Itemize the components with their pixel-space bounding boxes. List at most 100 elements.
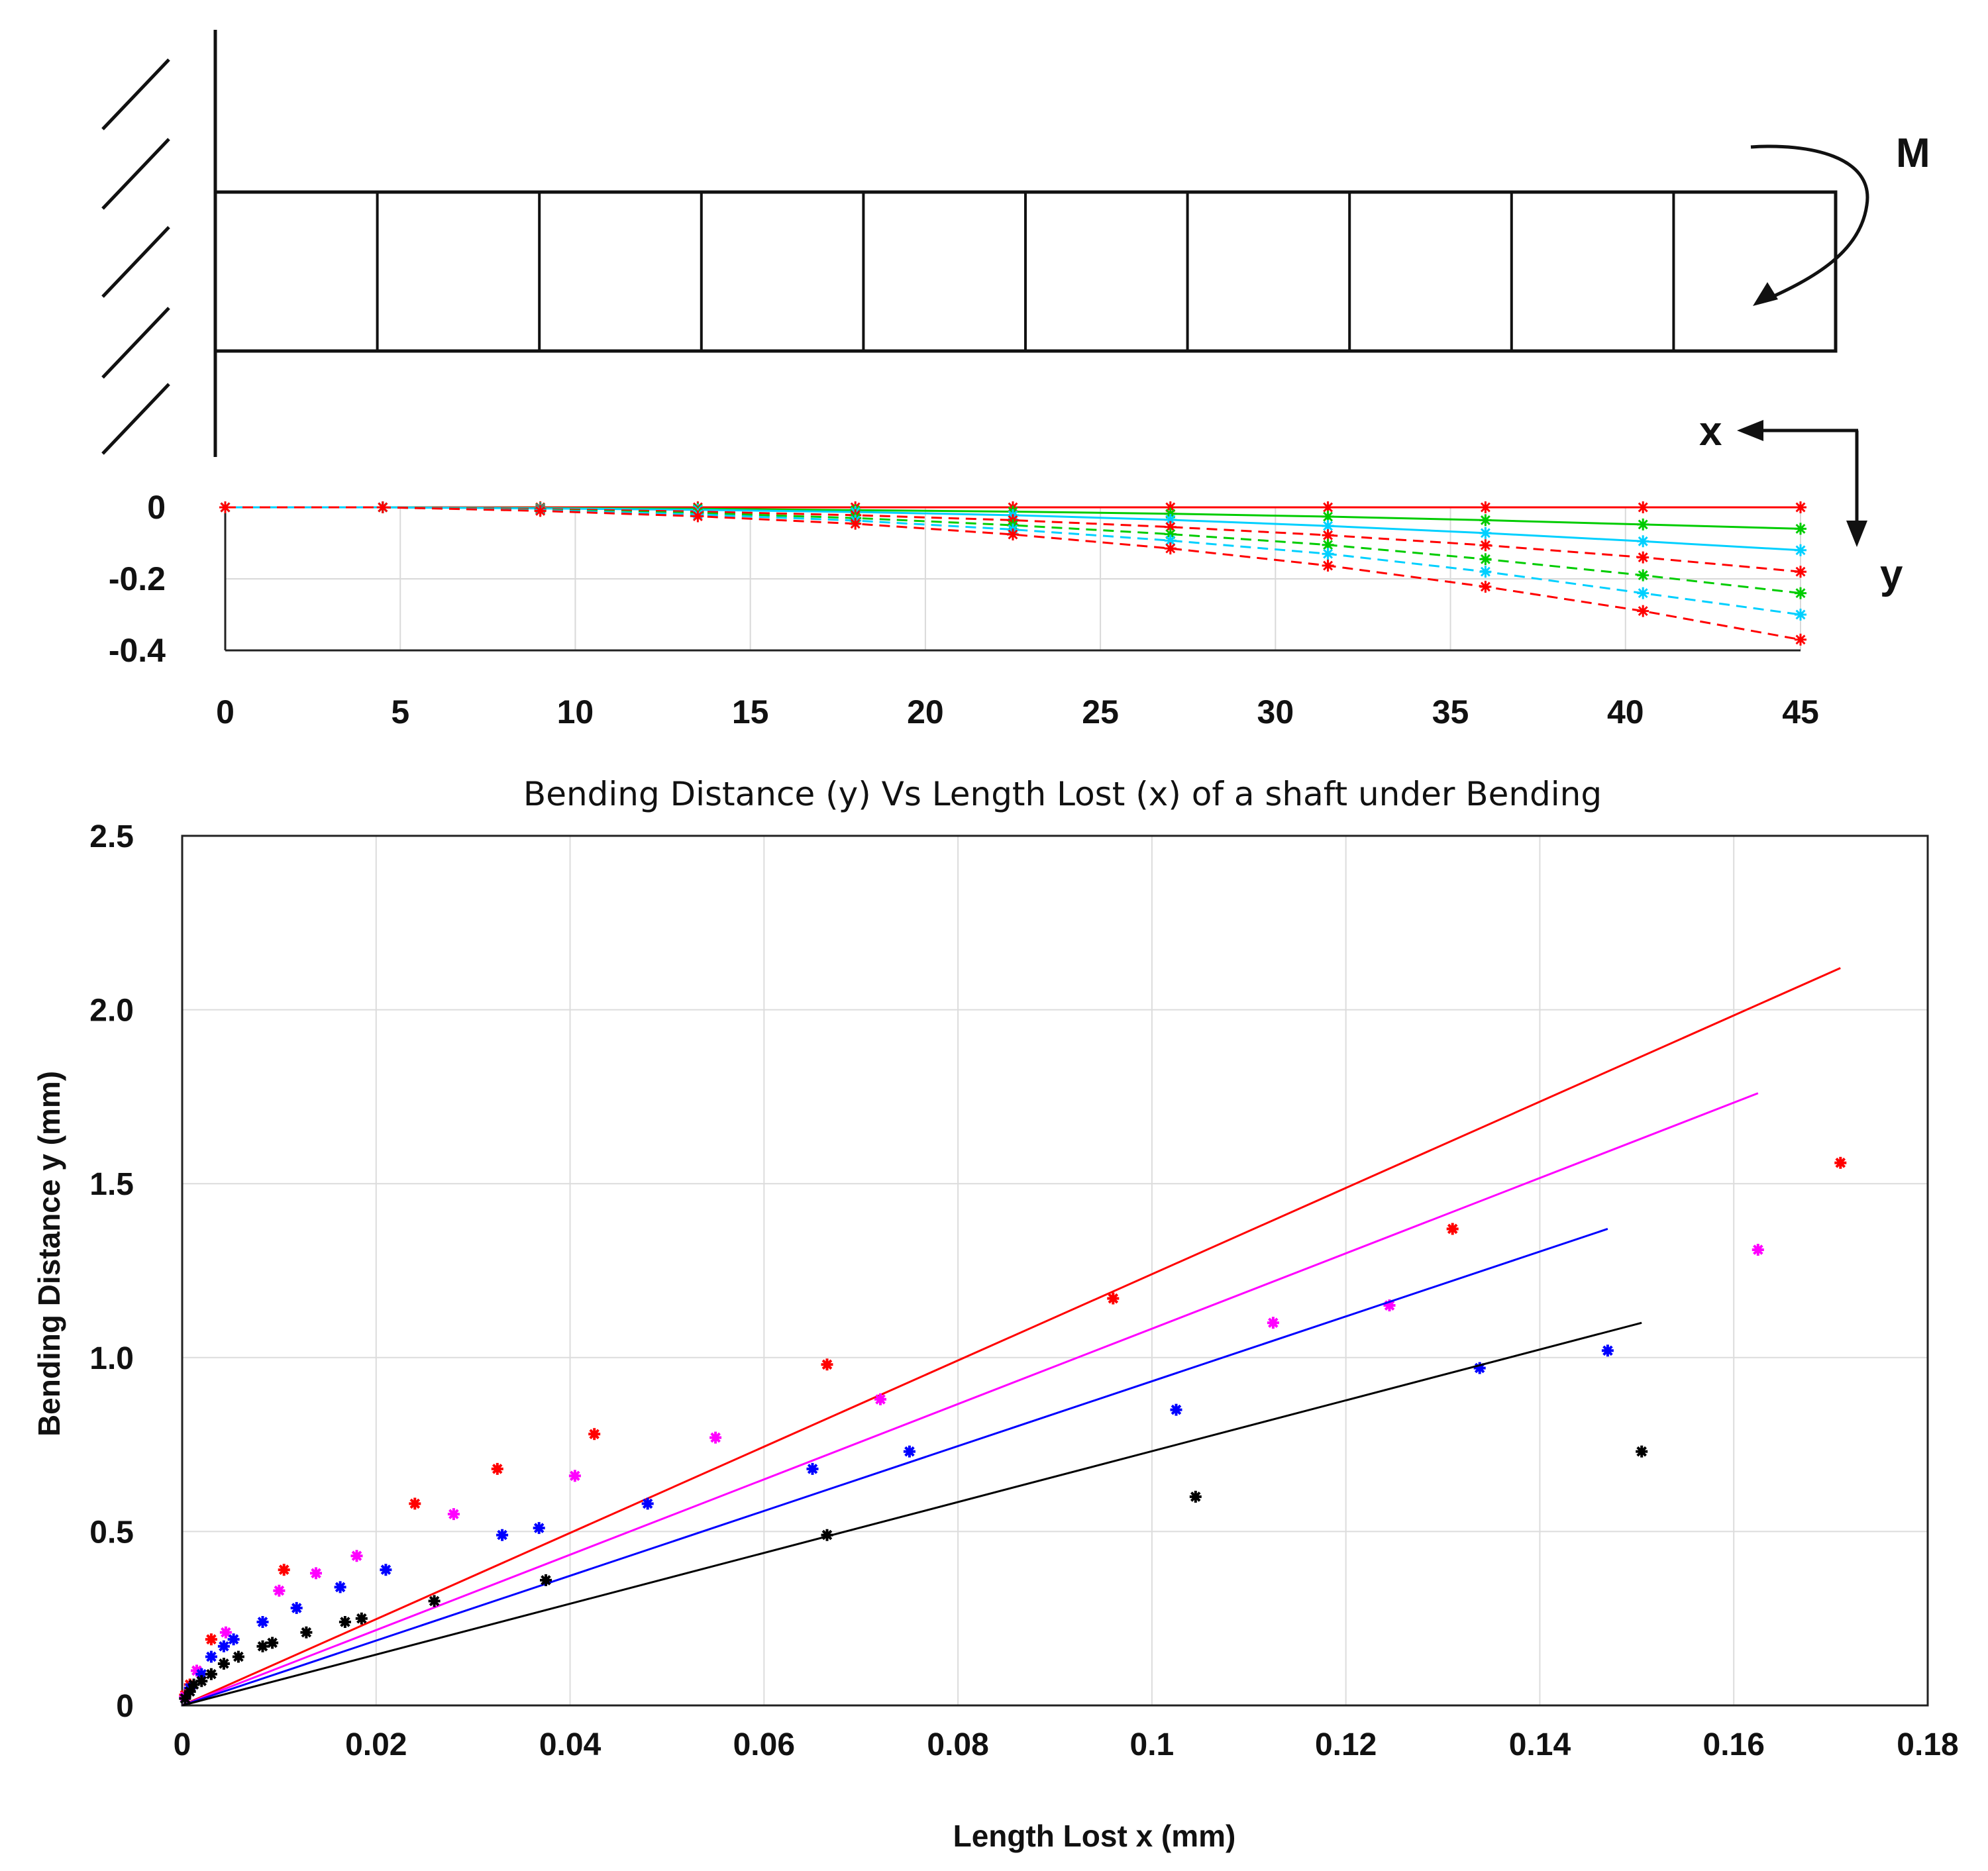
x-tick-label: 30 [1257, 693, 1294, 731]
data-point [232, 1650, 244, 1663]
deflection-marker [1479, 539, 1492, 552]
data-point [568, 1470, 581, 1482]
x-axis-arrowhead [1737, 420, 1763, 441]
deflection-marker [1479, 527, 1492, 539]
data-point [355, 1612, 368, 1625]
data-point [256, 1640, 269, 1652]
deflection-marker [1164, 534, 1177, 547]
x-tick-label: 0 [216, 693, 235, 731]
data-point [903, 1445, 916, 1458]
data-point [290, 1601, 303, 1614]
y-tick-label: 2.0 [89, 993, 134, 1029]
fit-line [182, 967, 1841, 1707]
deflection-marker [376, 501, 389, 513]
data-point [496, 1529, 509, 1541]
data-point [380, 1564, 392, 1576]
deflection-marker [1637, 587, 1649, 599]
data-point [540, 1574, 552, 1586]
x-axis-title: Length Lost x (mm) [953, 1819, 1236, 1853]
data-point [1107, 1292, 1120, 1305]
deflection-marker [1479, 553, 1492, 566]
y-axis-title: Bending Distance y (mm) [32, 1071, 66, 1437]
deflection-marker [1637, 569, 1649, 582]
data-point [821, 1529, 833, 1541]
data-point [1446, 1223, 1459, 1235]
deflection-marker [692, 510, 704, 523]
data-point [1170, 1403, 1182, 1416]
x-tick-label: 35 [1432, 693, 1469, 731]
data-point [447, 1508, 460, 1521]
data-point [310, 1567, 322, 1580]
deflection-marker [1795, 501, 1806, 513]
data-point [266, 1637, 279, 1649]
x-tick-label: 20 [907, 693, 944, 731]
deflection-marker [1795, 544, 1806, 556]
x-tick-label: 40 [1607, 693, 1644, 731]
x-tick-label: 25 [1082, 693, 1119, 731]
data-point [1383, 1299, 1396, 1311]
data-point [709, 1431, 722, 1444]
data-point [205, 1668, 217, 1680]
deflection-marker [1322, 538, 1334, 551]
plot-frame [181, 834, 1929, 1707]
deflection-marker [1164, 507, 1177, 520]
data-point [1834, 1156, 1847, 1169]
deflection-marker [1322, 501, 1334, 513]
data-point [205, 1633, 217, 1646]
beam-segment-dividers [376, 192, 1675, 351]
x-tick-label: 0.16 [1703, 1727, 1765, 1762]
fit-line [182, 1092, 1759, 1707]
deflection-marker [1637, 551, 1649, 564]
deflection-marker [1479, 580, 1492, 593]
x-tick-label: 15 [732, 693, 769, 731]
deflection-marker [849, 517, 862, 530]
data-point [227, 1633, 240, 1646]
data-point [300, 1626, 313, 1639]
deflection-marker [1795, 609, 1806, 621]
deflection-marker [1164, 501, 1177, 513]
deflection-marker [219, 501, 231, 513]
deflection-marker [1164, 521, 1177, 533]
data-point [641, 1497, 654, 1510]
data-point [217, 1658, 230, 1670]
deflection-marker [1322, 548, 1334, 560]
data-point [205, 1650, 217, 1663]
chart-title: Bending Distance (y) Vs Length Lost (x) … [523, 775, 1602, 813]
data-point [195, 1675, 208, 1688]
y-tick-label: 1.5 [89, 1167, 134, 1202]
x-tick-label: 0.02 [345, 1727, 407, 1762]
data-point [1267, 1317, 1279, 1329]
data-point [350, 1550, 363, 1562]
data-point [256, 1616, 269, 1628]
deflection-marker [1795, 566, 1806, 578]
deflection-marker [1479, 514, 1492, 527]
data-point [183, 1686, 196, 1697]
y-tick-label: 0.5 [89, 1515, 134, 1550]
moment-arrow [1750, 144, 1869, 303]
moment-arrowhead [1753, 282, 1778, 306]
data-point [179, 1692, 191, 1705]
deflection-line [225, 506, 1801, 641]
deflection-marker [1637, 535, 1649, 548]
deflection-marker [1007, 529, 1019, 540]
data-point [428, 1595, 441, 1607]
y-tick-label: -0.2 [109, 560, 166, 597]
x-tick-label: 0.18 [1897, 1727, 1958, 1762]
fixed-support-hatching [101, 58, 170, 455]
data-point [339, 1616, 351, 1628]
deflection-marker [1795, 633, 1806, 646]
x-tick-label: 0.14 [1509, 1727, 1571, 1762]
deflection-marker [1479, 566, 1492, 578]
data-point [1752, 1244, 1764, 1256]
deflection-marker [1795, 523, 1806, 535]
y-tick-label: 2.5 [89, 819, 134, 854]
fit-line [182, 1228, 1608, 1707]
y-axis-label: y [1880, 552, 1903, 597]
deflection-marker [1322, 529, 1334, 542]
x-tick-label: 0 [174, 1727, 191, 1762]
x-tick-label: 0.06 [733, 1727, 795, 1762]
data-point [491, 1462, 503, 1475]
data-point [1636, 1445, 1648, 1458]
x-tick-label: 0.1 [1130, 1727, 1175, 1762]
